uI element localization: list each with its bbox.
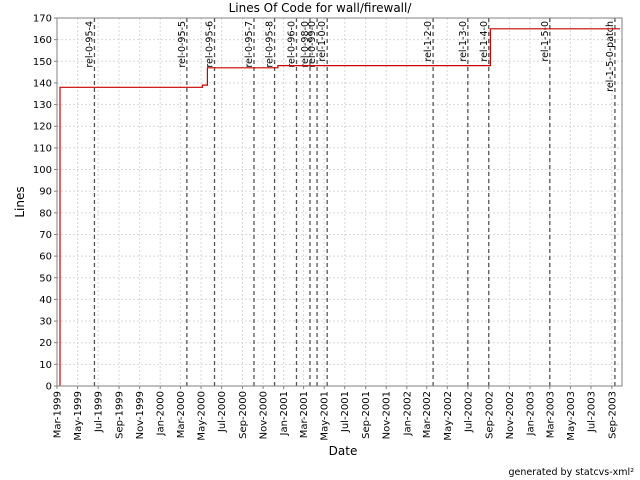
x-tick-label: Mar-2002 <box>422 391 433 438</box>
x-tick-label: Jan-2002 <box>402 391 413 436</box>
release-marker-label: rel-0-96-0 <box>286 21 297 68</box>
x-tick-label: Mar-2003 <box>545 391 556 438</box>
generated-by-credit: generated by statcvs-xml² <box>508 467 634 478</box>
x-tick-label: Jan-2003 <box>525 391 536 436</box>
release-marker-label: rel-0-95-5 <box>177 21 188 68</box>
x-tick-label: Jan-2000 <box>156 391 167 436</box>
plot-area <box>57 18 622 386</box>
x-tick-label: Jul-2001 <box>340 391 351 433</box>
release-marker-label: rel-1-2-0 <box>423 21 434 62</box>
y-tick-label: 100 <box>33 165 52 176</box>
release-marker-label: rel-0-95-4 <box>84 21 95 68</box>
y-tick-label: 20 <box>39 338 52 349</box>
release-marker-label: rel-0-95-6 <box>205 21 216 68</box>
grid-layer <box>56 17 622 387</box>
y-tick-label: 150 <box>33 57 52 68</box>
y-axis-label: Lines <box>13 186 27 217</box>
x-tick-label: Nov-2001 <box>382 391 393 439</box>
y-tick-label: 0 <box>46 382 52 393</box>
x-tick-label: Sep-2001 <box>361 391 372 439</box>
release-marker-label: rel-0-98-0 <box>300 21 311 68</box>
release-marker-label: rel-0-95-7 <box>244 21 255 68</box>
y-tick-label: 70 <box>39 230 52 241</box>
x-tick-label: Jan-2001 <box>279 391 290 436</box>
y-tick-label: 120 <box>33 122 52 133</box>
x-tick-label: Mar-2001 <box>299 391 310 438</box>
y-tick-label: 40 <box>39 295 52 306</box>
release-marker-label: rel-1-0-0 <box>317 21 328 62</box>
y-tick-label: 110 <box>33 143 52 154</box>
y-tick-label: 140 <box>33 78 52 89</box>
y-tick-label: 130 <box>33 100 52 111</box>
y-tick-label: 60 <box>39 252 52 263</box>
x-tick-label: Jul-2002 <box>463 391 474 433</box>
series-layer <box>59 28 620 386</box>
annotation-layer: rel-0-95-4 rel-0-95-5 rel-0-95-6 rel-0-95-7… <box>84 18 616 386</box>
release-marker-label: rel-1-5-0-patch <box>605 21 616 92</box>
y-tick-label: 50 <box>39 273 52 284</box>
y-tick-label: 90 <box>39 187 52 198</box>
x-tick-label: Jul-2003 <box>586 391 597 433</box>
x-tick-label: Nov-2000 <box>259 391 270 439</box>
y-tick-label: 80 <box>39 208 52 219</box>
x-axis-label: Date <box>329 444 358 458</box>
x-tick-label: Jul-2000 <box>217 391 228 433</box>
y-tick-label: 170 <box>33 14 52 25</box>
x-tick-label: May-2001 <box>320 391 331 441</box>
x-tick-label: Nov-1999 <box>135 391 146 439</box>
x-tick-label: Sep-1999 <box>115 391 126 439</box>
x-tick-label: Sep-2003 <box>607 391 618 439</box>
x-tick-label: Sep-2002 <box>484 391 495 439</box>
series-line <box>59 28 620 386</box>
release-marker-label: rel-0-99-0 <box>307 21 318 68</box>
axis-layer: 0 10 20 30 40 50 60 70 80 90 100 110 120 130 140 150 160… <box>33 14 623 441</box>
release-marker-label: rel-0-95-8 <box>265 21 276 68</box>
x-tick-label: May-2000 <box>197 391 208 441</box>
x-tick-label: Jul-1999 <box>94 391 105 433</box>
release-marker-label: rel-1-5-0 <box>540 21 551 62</box>
y-tick-label: 10 <box>39 360 52 371</box>
x-tick-label: May-2003 <box>566 391 577 441</box>
y-tick-label: 160 <box>33 35 52 46</box>
x-tick-label: Sep-2000 <box>238 391 249 439</box>
x-tick-label: May-1999 <box>73 391 84 441</box>
y-tick-label: 30 <box>39 317 52 328</box>
plot-frame <box>56 17 623 387</box>
x-tick-label: May-2002 <box>443 391 454 441</box>
x-tick-label: Mar-1999 <box>53 391 64 438</box>
release-marker-label: rel-1-4-0 <box>479 21 490 62</box>
release-marker-label: rel-1-3-0 <box>458 21 469 62</box>
x-tick-label: Mar-2000 <box>176 391 187 438</box>
x-tick-label: Nov-2002 <box>505 391 516 439</box>
chart-title: Lines Of Code for wall/firewall/ <box>229 1 413 15</box>
